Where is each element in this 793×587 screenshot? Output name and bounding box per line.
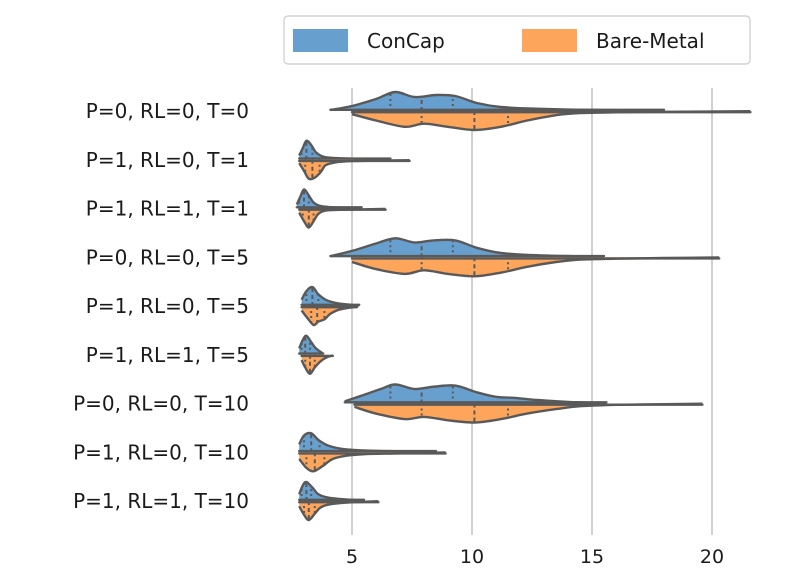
y-tick-label-p-1-rl-1-t-5: P=1, RL=1, T=5 <box>86 343 249 367</box>
violin-group-p-0-rl-0-t-5 <box>329 237 721 278</box>
x-tick-label-5: 5 <box>346 546 358 568</box>
violin-group-p-0-rl-0-t-0 <box>329 90 752 132</box>
violin-half-concap-p-0-rl-0-t-5 <box>330 238 604 258</box>
violin-half-concap-p-1-rl-1-t-10 <box>299 481 364 501</box>
legend: ConCap Bare-Metal <box>283 15 751 65</box>
x-gridlines <box>351 88 713 535</box>
violin-half-bare-metal-p-0-rl-0-t-0 <box>352 111 751 130</box>
violin-half-bare-metal-p-0-rl-0-t-5 <box>352 257 720 277</box>
violin-group-p-1-rl-1-t-10 <box>298 480 380 522</box>
violin-group-p-1-rl-1-t-1 <box>295 188 387 229</box>
violin-group-p-1-rl-1-t-5 <box>298 334 334 375</box>
y-tick-label-p-1-rl-0-t-10: P=1, RL=0, T=10 <box>73 440 249 464</box>
y-tick-label-p-0-rl-0-t-5: P=0, RL=0, T=5 <box>86 245 249 269</box>
y-tick-label-p-0-rl-0-t-0: P=0, RL=0, T=0 <box>86 99 249 123</box>
legend-label-bare-metal: Bare-Metal <box>596 29 705 53</box>
x-axis-tick-labels: 5 10 15 20 <box>346 546 724 568</box>
violin-half-concap-p-1-rl-0-t-1 <box>299 140 391 160</box>
violin-half-bare-metal-p-1-rl-0-t-5 <box>301 306 357 326</box>
legend-label-concap: ConCap <box>367 29 445 53</box>
violin-half-bare-metal-p-1-rl-1-t-10 <box>299 501 379 521</box>
legend-frame <box>283 15 751 65</box>
y-tick-label-p-1-rl-0-t-5: P=1, RL=0, T=5 <box>86 294 249 318</box>
violin-half-concap-p-1-rl-1-t-1 <box>296 189 362 209</box>
violin-group-p-1-rl-0-t-5 <box>300 285 361 327</box>
x-tick-label-10: 10 <box>460 546 484 568</box>
violin-group-p-1-rl-0-t-10 <box>298 431 447 473</box>
y-axis-tick-labels: P=0, RL=0, T=0 P=1, RL=0, T=1 P=1, RL=1, T… <box>73 99 249 513</box>
legend-swatch-concap <box>293 29 348 52</box>
violin-half-concap-p-1-rl-0-t-5 <box>301 286 360 306</box>
violin-outline-bare-metal-p-1-rl-0-t-5 <box>300 305 357 327</box>
violin-outline-concap-p-1-rl-1-t-5 <box>298 334 324 355</box>
violin-group-p-1-rl-0-t-1 <box>298 139 411 181</box>
violin-half-concap-p-0-rl-0-t-0 <box>330 91 664 111</box>
y-tick-label-p-1-rl-1-t-1: P=1, RL=1, T=1 <box>86 197 249 221</box>
violin-half-concap-p-1-rl-0-t-10 <box>299 433 436 453</box>
violin-plot-area <box>295 90 752 522</box>
y-tick-label-p-1-rl-0-t-1: P=1, RL=0, T=1 <box>86 148 249 172</box>
violin-outline-bare-metal-p-1-rl-1-t-5 <box>300 354 334 375</box>
legend-swatch-bare-metal <box>522 29 577 52</box>
y-tick-label-p-0-rl-0-t-10: P=0, RL=0, T=10 <box>73 392 249 416</box>
y-tick-label-p-1-rl-1-t-10: P=1, RL=1, T=10 <box>73 489 249 513</box>
violin-outline-concap-p-0-rl-0-t-10 <box>344 383 607 405</box>
violin-group-p-0-rl-0-t-10 <box>343 383 704 424</box>
x-tick-label-20: 20 <box>700 546 724 568</box>
x-tick-label-15: 15 <box>580 546 604 568</box>
